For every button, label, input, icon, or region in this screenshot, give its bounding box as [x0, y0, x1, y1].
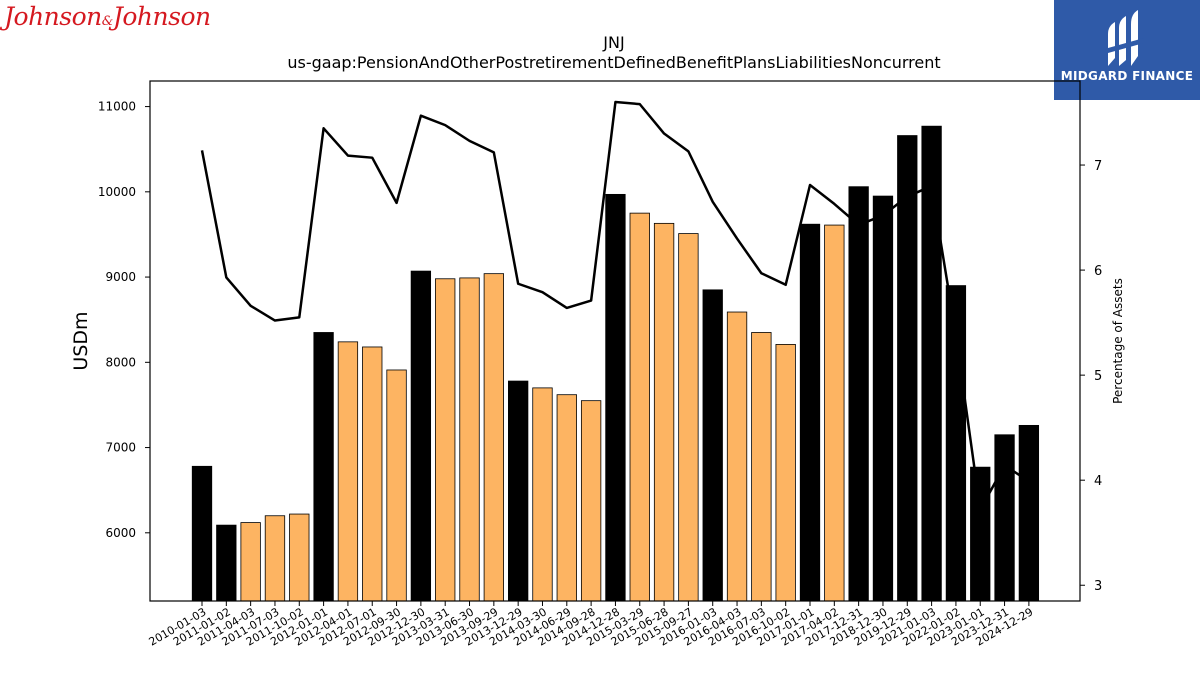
y-tick-label: 6000 — [105, 526, 136, 540]
bar — [799, 223, 821, 602]
y2-tick-label: 3 — [1094, 579, 1102, 594]
y-axis-right: 3 4 5 6 7 — [1080, 159, 1102, 594]
bar — [702, 289, 723, 602]
bar — [313, 332, 334, 602]
bar — [824, 224, 845, 602]
y-tick-label: 11000 — [98, 100, 136, 114]
y-tick-label: 10000 — [98, 185, 136, 199]
bar — [653, 222, 675, 602]
bar — [556, 394, 577, 602]
bar — [240, 522, 261, 602]
chart-title: JNJ — [602, 33, 624, 52]
bar — [629, 212, 650, 602]
midgard-logo-icon — [1108, 10, 1144, 66]
x-axis: 2010-01-032011-01-022011-04-032011-07-03… — [147, 601, 1035, 649]
bar — [362, 346, 383, 602]
bar — [532, 387, 553, 602]
bar — [897, 135, 918, 602]
y-axis-left: 6000 7000 8000 9000 10000 11000 — [98, 100, 150, 540]
bar — [848, 186, 869, 602]
y2-tick-label: 6 — [1094, 264, 1102, 279]
bar — [970, 466, 991, 602]
y2-axis-label: Percentage of Assets — [1111, 278, 1125, 404]
midgard-finance-brand: MIDGARD FINANCE — [1060, 69, 1194, 83]
midgard-finance-logo: MIDGARD FINANCE — [1054, 0, 1200, 100]
bar — [435, 278, 456, 602]
percentage-of-assets-line — [200, 100, 1030, 511]
bar — [775, 344, 796, 602]
bar — [580, 400, 602, 602]
bar — [678, 233, 699, 602]
y2-tick-label: 4 — [1094, 474, 1102, 489]
y-tick-label: 9000 — [105, 270, 136, 284]
bar — [605, 193, 626, 602]
bar — [726, 311, 748, 602]
bar — [751, 332, 772, 602]
bar — [508, 380, 529, 602]
y-tick-label: 7000 — [105, 441, 136, 455]
bar — [1018, 424, 1040, 602]
bar — [289, 513, 310, 602]
y-tick-label: 8000 — [105, 355, 136, 369]
bar — [337, 341, 359, 602]
bar — [483, 273, 504, 602]
bar — [386, 369, 407, 602]
chart-subtitle: us-gaap:PensionAndOtherPostretirementDef… — [287, 53, 940, 72]
bar — [191, 465, 213, 602]
bar — [459, 277, 480, 602]
y2-tick-label: 5 — [1094, 369, 1102, 384]
bar — [994, 434, 1015, 602]
johnson-and-johnson-logo: Johnson&Johnson — [4, 2, 211, 31]
bar — [410, 270, 432, 602]
y-axis-label: USDm — [70, 311, 92, 370]
bar — [921, 125, 942, 602]
bar — [216, 524, 237, 602]
bar — [872, 195, 894, 602]
bar-series — [191, 125, 1040, 602]
bar — [264, 515, 286, 602]
y2-tick-label: 7 — [1094, 159, 1102, 174]
